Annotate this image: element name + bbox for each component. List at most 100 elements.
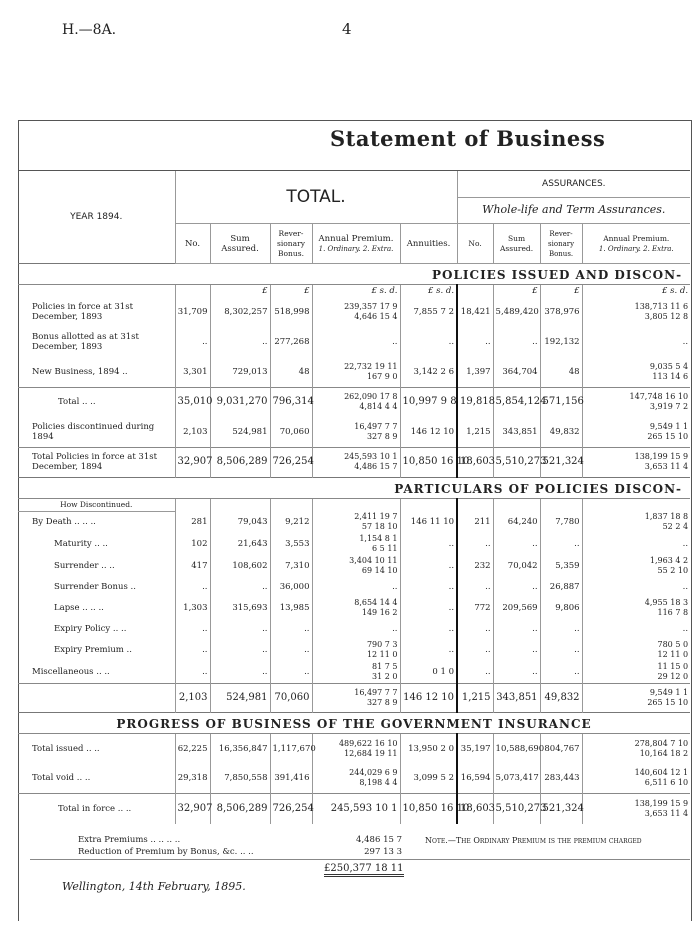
cell-wl-no: 16,594 (456, 763, 494, 794)
reduction-label: Reduction of Premium by Bonus, &c. .. .. (78, 847, 254, 857)
row-label: Total Policies in force at 31st December… (18, 446, 175, 477)
reduction-value: 297 13 3 (364, 847, 402, 857)
cell-wl-annual-premium: 4,955 18 3 116 7 8 (581, 597, 691, 619)
footer-labels: Extra Premiums .. .. .. .. Reduction of … (36, 834, 254, 858)
table-row: Total in force .. .. 32,907 8,506,289 726,2… (18, 793, 691, 824)
ordinary-premium: 16,497 7 7 (354, 421, 398, 431)
cell-annuities: 146 11 10 (399, 511, 458, 533)
cell-annual-premium: 2,411 19 7 57 18 10 (311, 511, 400, 533)
table-row: Policies in force at 31st December, 1893… (18, 297, 691, 327)
cell-annuities: .. (399, 577, 458, 597)
cell-wl-rev-bonus: 521,324 (539, 446, 584, 477)
cell-wl-annual-premium: .. (581, 577, 691, 597)
cell-annuities: 13,950 2 0 (399, 733, 458, 764)
cell-wl-rev-bonus: .. (539, 533, 583, 555)
cell-rev-bonus: 726,254 (269, 793, 314, 824)
cell-wl-no: .. (456, 533, 494, 555)
col-sum-assured-2: Sum Assured. (492, 223, 541, 264)
cell-wl-no: 1,215 (456, 417, 494, 447)
ordinary-premium: 9,549 1 1 (649, 421, 689, 431)
extra-premium: 4,646 15 4 (354, 312, 398, 321)
cell-wl-sum-assured: 5,073,417 (492, 763, 541, 794)
cell-annual-premium: 244,029 6 9 8,198 4 4 (311, 763, 400, 794)
cell-annuities: .. (399, 639, 458, 661)
empty-cell (456, 498, 494, 511)
cell-wl-no: .. (456, 619, 494, 639)
col-annual-premium: Annual Premium. 1. Ordinary. 2. Extra. (311, 223, 400, 264)
cell-sum-assured: 9,031,270 (209, 386, 270, 417)
empty-cell (174, 498, 210, 511)
cell-sum-assured: .. (209, 619, 270, 639)
ordinary-premium: 262,090 17 8 (344, 392, 398, 402)
ordinary-premium: 245,593 10 1 (344, 452, 398, 461)
cell-rev-bonus: 70,060 (269, 417, 312, 447)
extra-premium: 12 11 0 (366, 650, 398, 659)
cell-wl-rev-bonus: 5,359 (539, 555, 583, 577)
extra-premium: 265 15 10 (647, 698, 689, 707)
cell-no: 3,301 (174, 357, 210, 387)
cell-annuities: 10,850 16 10 (399, 446, 469, 477)
cell-wl-sum-assured: .. (492, 327, 541, 357)
cell-wl-no: 772 (456, 597, 494, 619)
cell-annual-premium: 245,593 10 1 (311, 793, 400, 824)
col-annual-premium-2: Annual Premium. 1. Ordinary. 2. Extra. (581, 223, 691, 264)
cell-wl-annual-premium: 140,604 12 1 6,511 6 10 (581, 763, 691, 794)
cell-annual-premium: .. (311, 577, 400, 597)
assurances-header: ASSURANCES. (456, 170, 691, 198)
cell-wl-no: 232 (456, 555, 494, 577)
extra-premium: 167 9 0 (366, 371, 398, 381)
cell-rev-bonus: 36,000 (269, 577, 312, 597)
extra-premium: 69 14 10 (361, 566, 398, 575)
cell-wl-no: .. (456, 639, 494, 661)
extra-premiums-label: Extra Premiums .. .. .. .. (78, 835, 181, 845)
cell-annual-premium: 81 7 5 31 2 0 (311, 661, 400, 684)
col-annuities: Annuities. (399, 223, 458, 264)
cell-wl-annual-premium: 1,837 18 8 52 2 4 (581, 511, 691, 533)
ordinary-premium: 138,713 11 6 (634, 302, 689, 311)
row-label: Surrender .. .. (54, 561, 115, 571)
cell-no: 35,010 (174, 386, 213, 417)
cell-rev-bonus: 726,254 (269, 446, 314, 477)
row-label: Expiry Premium .. (54, 645, 132, 655)
row-label: Total in force .. .. (18, 793, 175, 824)
cell-wl-no: 35,197 (456, 733, 494, 764)
row-label: Policies in force at 31st December, 1893 (32, 302, 133, 322)
cell-wl-rev-bonus: 48 (539, 357, 583, 387)
cell-wl-rev-bonus: 9,806 (539, 597, 583, 619)
table-row: Surrender .. .. 417 108,602 7,310 3,404 10 1… (18, 555, 691, 577)
row-label: Lapse .. .. .. (54, 603, 104, 613)
cell-wl-sum-assured: 343,851 (492, 417, 541, 447)
cell-annuities: .. (399, 597, 458, 619)
cell-no: 102 (174, 533, 210, 555)
unit-label: £ s. d. (311, 284, 400, 297)
cell-sum-assured: 7,850,558 (209, 763, 270, 794)
table-row: Total .. .. 35,010 9,031,270 796,314 262,090… (18, 386, 691, 417)
cell-no: 32,907 (174, 793, 213, 824)
row-label: New Business, 1894 .. (32, 366, 128, 377)
cell-wl-sum-assured: 10,588,690 (492, 733, 544, 764)
cell-wl-sum-assured: 64,240 (492, 511, 541, 533)
unit-label: £ (209, 284, 270, 297)
col-rev-bonus-2: Rever-sionary Bonus. (539, 223, 583, 264)
unit-label: £ (539, 284, 583, 297)
cell-wl-rev-bonus: 571,156 (539, 386, 584, 417)
cell-wl-sum-assured: 209,569 (492, 597, 541, 619)
cell-no: 31,709 (174, 297, 210, 327)
cell-wl-rev-bonus: .. (539, 639, 583, 661)
cell-wl-no: 19,818 (456, 386, 495, 417)
cell-wl-annual-premium: 9,035 5 4 113 14 6 (581, 357, 691, 387)
cell-sum-assured: 729,013 (209, 357, 270, 387)
row-label: Expiry Policy .. .. (54, 624, 127, 634)
ordinary-premium: 278,804 7 10 (634, 738, 689, 748)
cell-no: 32,907 (174, 446, 213, 477)
cell-wl-sum-assured: 364,704 (492, 357, 541, 387)
cell-wl-no: 18,603 (456, 793, 495, 824)
cell-wl-rev-bonus: 521,324 (539, 793, 584, 824)
cell-no: .. (174, 577, 210, 597)
extra-premium: 3,805 12 8 (644, 312, 689, 321)
cell-annual-premium: 239,357 17 9 4,646 15 4 (311, 297, 400, 327)
row-label: Bonus allotted as at 31st December, 1893 (32, 332, 139, 352)
cell-wl-annual-premium: 138,713 11 6 3,805 12 8 (581, 297, 691, 327)
cell-wl-no: 18,421 (456, 297, 494, 327)
